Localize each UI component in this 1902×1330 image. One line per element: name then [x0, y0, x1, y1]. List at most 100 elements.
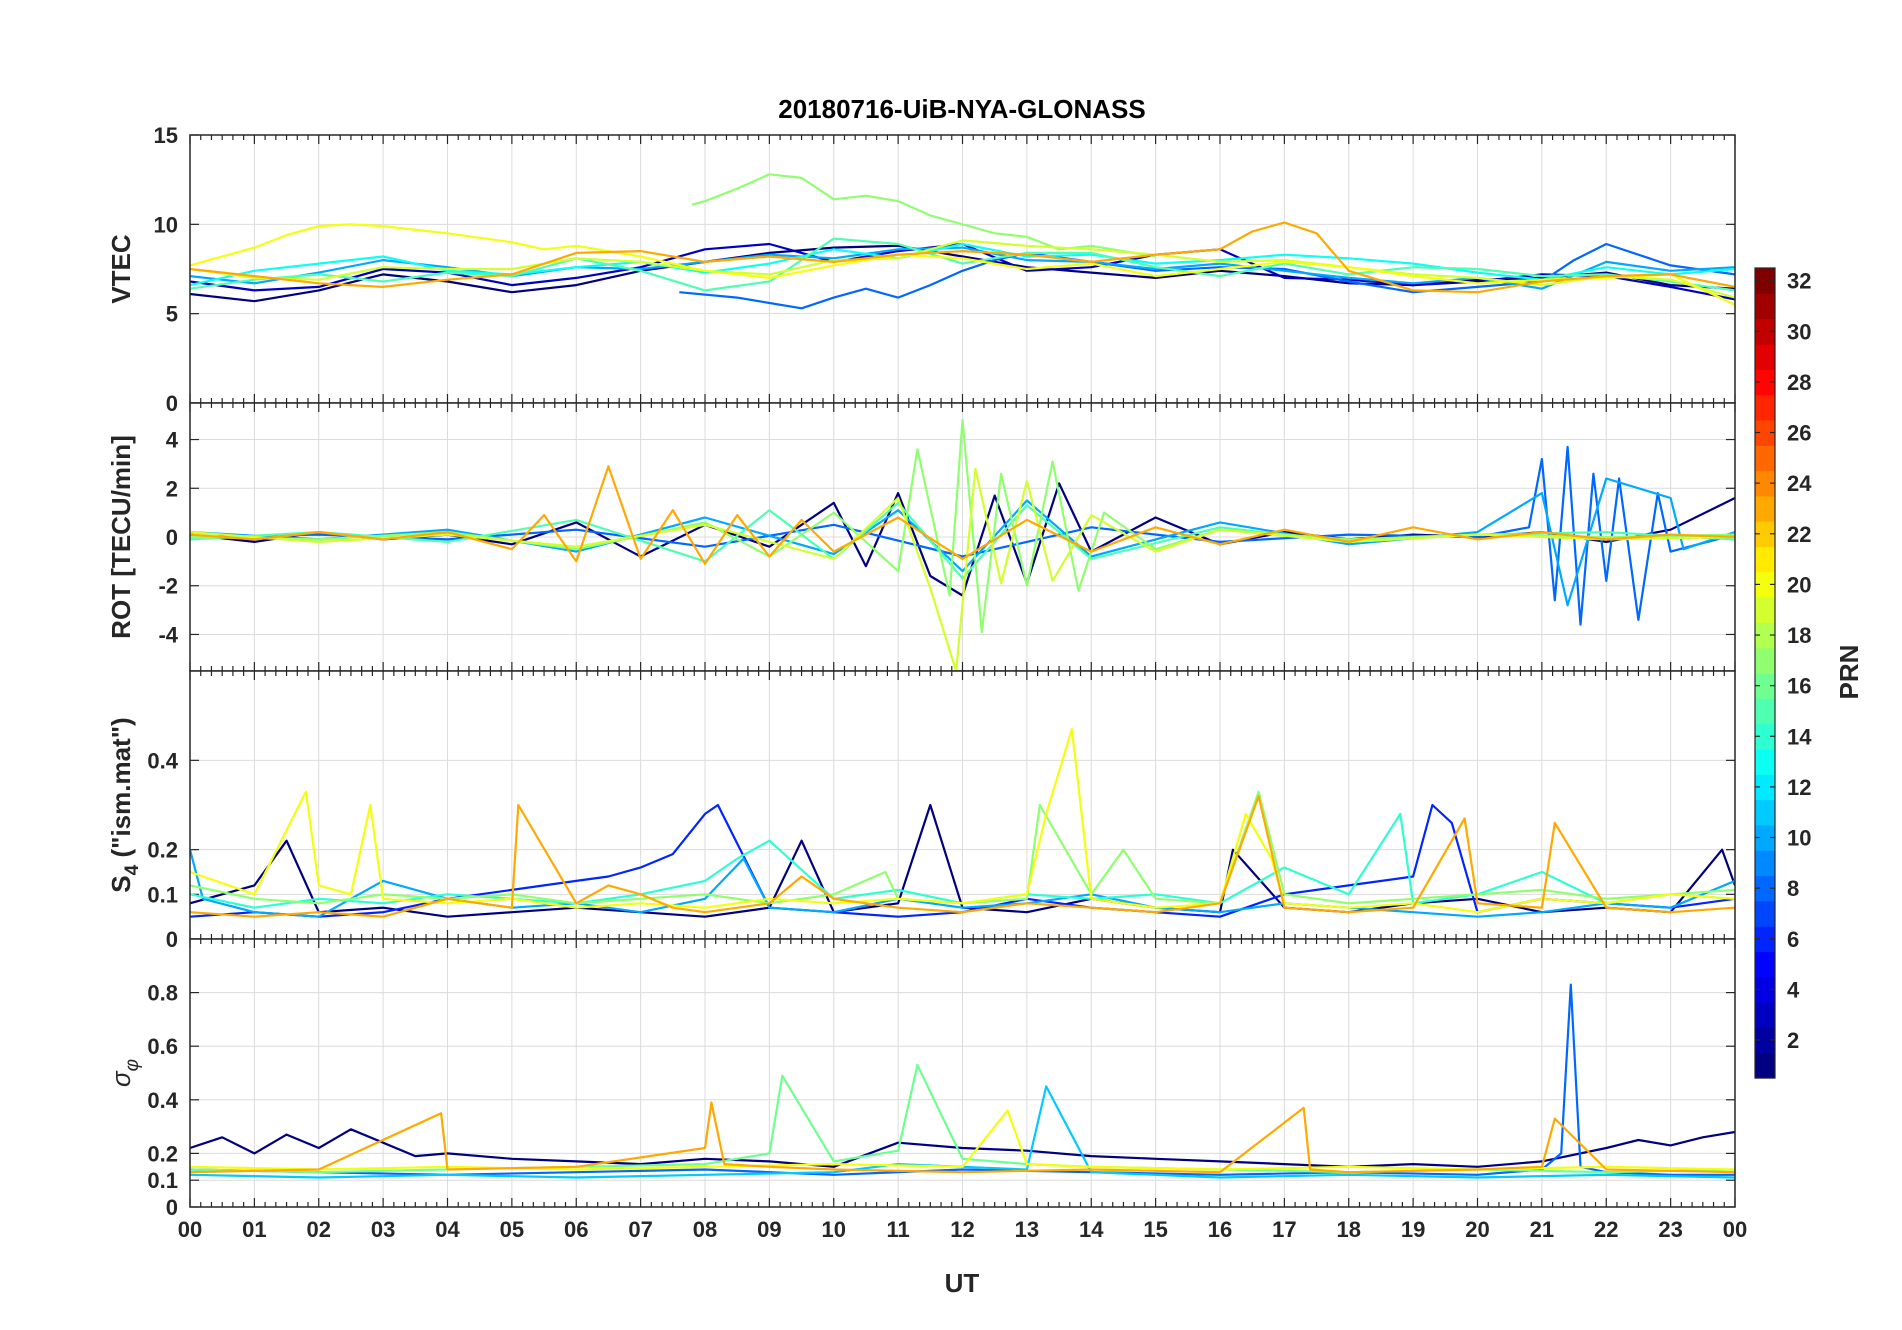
x-tick-label: 12 — [950, 1217, 974, 1242]
x-tick-label: 14 — [1079, 1217, 1104, 1242]
y-tick-label: 5 — [166, 302, 178, 327]
series-line-prn-23 — [190, 465, 1735, 565]
x-tick-label: 00 — [1723, 1217, 1747, 1242]
colorbar-segment — [1755, 723, 1775, 750]
colorbar-tick-label: 2 — [1787, 1028, 1799, 1053]
colorbar-segment — [1755, 875, 1775, 902]
y-tick-label: 0 — [166, 391, 178, 416]
colorbar-tick-label: 16 — [1787, 674, 1811, 699]
colorbar-tick-label: 30 — [1787, 319, 1811, 344]
x-tick-label: 04 — [435, 1217, 460, 1242]
y-tick-label: 4 — [166, 428, 179, 453]
colorbar-segment — [1755, 698, 1775, 725]
y-tick-label: 0.6 — [147, 1034, 178, 1059]
colorbar-segment — [1755, 318, 1775, 345]
panel-s4: 0 0.1 0.2 0.4S4 ("ism.mat") — [106, 670, 1736, 952]
colorbar-tick-label: 6 — [1787, 927, 1799, 952]
colorbar-segment — [1755, 799, 1775, 826]
colorbar-segment — [1755, 673, 1775, 699]
colorbar-tick-label: 20 — [1787, 572, 1811, 597]
colorbar-segment — [1755, 1052, 1775, 1079]
y-tick-label: 0 — [166, 1195, 178, 1220]
y-tick-label: 10 — [154, 212, 178, 237]
series-line-prn-6 — [190, 803, 1735, 918]
colorbar-segment — [1755, 824, 1775, 851]
x-tick-label: 06 — [564, 1217, 588, 1242]
series-line-prn-8 — [190, 445, 1735, 626]
y-tick-label: 2 — [166, 476, 178, 501]
y-axis-label-rot: ROT [TECU/min] — [106, 435, 136, 639]
series-line-prn-17 — [190, 790, 1735, 905]
series-line-prn-23 — [190, 221, 1735, 294]
y-tick-label: -4 — [158, 622, 178, 647]
series-line-prn-13 — [190, 242, 1735, 287]
series-line-prn-1 — [190, 1128, 1735, 1168]
series-line-prn-10 — [190, 477, 1735, 607]
colorbar-segment — [1755, 850, 1775, 877]
x-tick-label: 17 — [1272, 1217, 1296, 1242]
y-tick-label: 0 — [166, 525, 178, 550]
panel-sigma_phi-series-group — [190, 983, 1735, 1179]
chart-title: 20180716-UiB-NYA-GLONASS — [778, 94, 1146, 124]
panel-rot-series-group — [190, 419, 1735, 671]
x-tick-label: 16 — [1208, 1217, 1232, 1242]
colorbar-segment — [1755, 622, 1775, 649]
colorbar-segment — [1755, 470, 1775, 497]
y-tick-label: 0.1 — [147, 882, 178, 907]
series-line-prn-1 — [190, 244, 1735, 303]
series-line-prn-20 — [190, 727, 1735, 914]
colorbar-tick-label: 4 — [1787, 977, 1800, 1002]
colorbar-segment — [1755, 647, 1775, 674]
y-tick-label: 0.2 — [147, 838, 178, 863]
colorbar-tick-label: 10 — [1787, 826, 1811, 851]
series-line-prn-23 — [190, 1101, 1735, 1174]
colorbar-tick-label: 18 — [1787, 623, 1811, 648]
y-tick-label: 0.1 — [147, 1168, 178, 1193]
x-tick-label: 21 — [1530, 1217, 1554, 1242]
x-tick-label: 07 — [628, 1217, 652, 1242]
colorbar-segment — [1755, 1002, 1775, 1028]
colorbar-segment — [1755, 774, 1775, 801]
panel-vtec: 0 5 10 15 VTEC — [106, 123, 1736, 416]
colorbar-tick-label: 24 — [1787, 471, 1812, 496]
colorbar-segment — [1755, 343, 1775, 370]
series-line-prn-19 — [190, 467, 1735, 671]
x-tick-label: 20 — [1465, 1217, 1489, 1242]
colorbar-segment — [1755, 268, 1775, 294]
x-tick-label: 09 — [757, 1217, 781, 1242]
x-tick-label: 11 — [886, 1217, 909, 1242]
y-tick-label: 0.4 — [147, 748, 178, 773]
colorbar-segment — [1755, 951, 1775, 978]
x-tick-label: 15 — [1143, 1217, 1167, 1242]
panel-s4-series-group — [190, 727, 1735, 918]
series-line-prn-15 — [190, 237, 1735, 292]
x-tick-label: 08 — [693, 1217, 717, 1242]
x-tick-label: 02 — [307, 1217, 331, 1242]
x-tick-label: 22 — [1594, 1217, 1618, 1242]
colorbar-segment — [1755, 1027, 1775, 1054]
colorbar-segment — [1755, 546, 1775, 573]
y-tick-label: 0.2 — [147, 1141, 178, 1166]
x-tick-label: 13 — [1015, 1217, 1039, 1242]
colorbar-tick-label: 26 — [1787, 421, 1811, 446]
series-line-prn-19 — [190, 239, 1735, 299]
panel-rot: -4 -2 0 2 4 ROT [TECU/min] — [106, 402, 1736, 672]
series-line-prn-23 — [190, 794, 1735, 918]
colorbar-tick-label: 14 — [1787, 724, 1812, 749]
panel-sigma_phi-frame — [189, 938, 1736, 1208]
colorbar-tick-label: 8 — [1787, 876, 1799, 901]
colorbar-segment — [1755, 976, 1775, 1003]
x-tick-label: 23 — [1658, 1217, 1682, 1242]
colorbar-segment — [1755, 521, 1775, 548]
y-axis-label-vtec: VTEC — [106, 234, 136, 304]
x-tick-label: 01 — [242, 1217, 266, 1242]
y-tick-label: -2 — [158, 574, 178, 599]
x-axis-label: UT — [945, 1268, 980, 1298]
series-line-prn-11 — [190, 1085, 1735, 1179]
colorbar-tick-label: 28 — [1787, 370, 1811, 395]
colorbar-segment — [1755, 597, 1775, 623]
series-line-prn-17 — [691, 173, 1156, 258]
x-tick-label: 18 — [1337, 1217, 1361, 1242]
